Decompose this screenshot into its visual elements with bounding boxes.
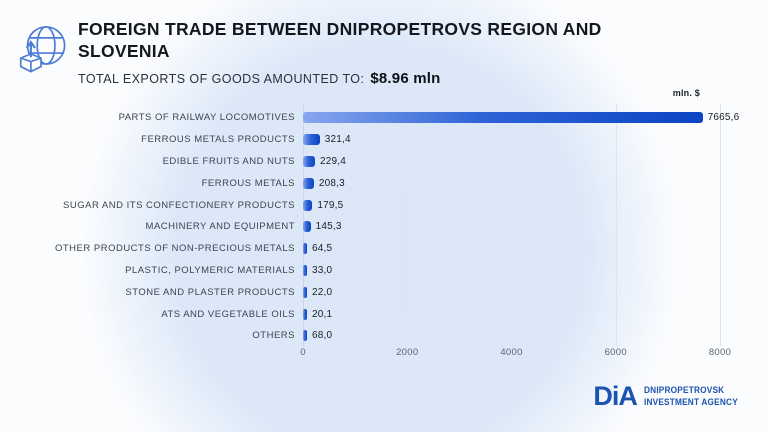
bar bbox=[303, 155, 315, 167]
bar-row: STONE AND PLASTER PRODUCTS 22,0 bbox=[0, 281, 768, 303]
x-axis-ticks: 0 2000 4000 6000 8000 bbox=[300, 347, 731, 361]
bar-value-label: 20,1 bbox=[312, 308, 333, 320]
agency-name-line1: DNIPROPETROVSK bbox=[643, 385, 725, 396]
bar-track: 179,5 bbox=[303, 199, 720, 211]
bar-track: 321,4 bbox=[303, 134, 720, 146]
bar-row: EDIBLE FRUITS AND NUTS 229,4 bbox=[0, 151, 768, 173]
x-tick-label: 8000 bbox=[708, 347, 732, 358]
bar bbox=[303, 134, 320, 146]
category-label: MACHINERY AND EQUIPMENT bbox=[145, 221, 295, 233]
bar-value-label: 22,0 bbox=[312, 286, 333, 298]
bar-value-label: 321,4 bbox=[324, 134, 351, 146]
bar-value-label: 179,5 bbox=[317, 199, 344, 211]
bar bbox=[303, 264, 307, 276]
category-label: OTHER PRODUCTS OF NON-PRECIOUS METALS bbox=[54, 243, 295, 255]
bar-track: 229,4 bbox=[303, 155, 720, 167]
globe-export-icon bbox=[14, 20, 68, 76]
bar-row: FERROUS METALS PRODUCTS 321,4 bbox=[0, 129, 768, 151]
gridline bbox=[720, 104, 721, 346]
bar bbox=[303, 199, 313, 211]
bar-track: 64,5 bbox=[303, 243, 720, 255]
category-label: FERROUS METALS bbox=[201, 177, 295, 189]
bar bbox=[303, 177, 314, 189]
bar-row: OTHERS 68,0 bbox=[0, 325, 768, 347]
bar-row: PARTS OF RAILWAY LOCOMOTIVES 7665,6 bbox=[0, 107, 768, 129]
category-label: SUGAR AND ITS CONFECTIONERY PRODUCTS bbox=[63, 199, 295, 211]
category-label: FERROUS METALS PRODUCTS bbox=[141, 134, 295, 146]
dia-logo: DiA bbox=[593, 381, 637, 411]
bar-row: FERROUS METALS 208,3 bbox=[0, 172, 768, 194]
category-label: PLASTIC, POLYMERIC MATERIALS bbox=[125, 264, 295, 276]
bar-track: 145,3 bbox=[303, 221, 720, 233]
bar-value-label: 229,4 bbox=[319, 155, 346, 167]
bar bbox=[303, 308, 307, 320]
category-label: STONE AND PLASTER PRODUCTS bbox=[125, 286, 295, 298]
bar-row: OTHER PRODUCTS OF NON-PRECIOUS METALS 64,… bbox=[0, 238, 768, 260]
x-tick-label: 6000 bbox=[604, 347, 627, 358]
bar-value-label: 7665,6 bbox=[707, 112, 740, 124]
bar-track: 20,1 bbox=[303, 308, 720, 320]
bar-track: 33,0 bbox=[303, 264, 720, 276]
bar bbox=[303, 286, 307, 298]
agency-name-line2: INVESTMENT AGENCY bbox=[643, 396, 738, 407]
bar bbox=[303, 112, 703, 124]
category-label: PARTS OF RAILWAY LOCOMOTIVES bbox=[118, 112, 295, 124]
x-tick-label: 4000 bbox=[500, 347, 523, 358]
bar-row: MACHINERY AND EQUIPMENT 145,3 bbox=[0, 216, 768, 238]
bar-value-label: 64,5 bbox=[312, 243, 333, 255]
bar bbox=[303, 221, 311, 233]
bar-value-label: 145,3 bbox=[315, 221, 342, 233]
agency-name: DNIPROPETROVSK INVESTMENT AGENCY bbox=[644, 385, 738, 408]
bar-track: 68,0 bbox=[303, 330, 720, 342]
bar-value-label: 33,0 bbox=[312, 264, 333, 276]
bar-track: 7665,6 bbox=[303, 112, 739, 124]
bar-value-label: 208,3 bbox=[318, 177, 345, 189]
bar-row: PLASTIC, POLYMERIC MATERIALS 33,0 bbox=[0, 260, 768, 282]
bar bbox=[303, 330, 307, 342]
axis-unit-label: mln. $ bbox=[672, 88, 700, 98]
bar-track: 22,0 bbox=[303, 286, 720, 298]
category-label: EDIBLE FRUITS AND NUTS bbox=[162, 155, 295, 167]
bar-value-label: 68,0 bbox=[312, 330, 333, 342]
bar bbox=[303, 243, 307, 255]
category-label: ATS AND VEGETABLE OILS bbox=[161, 308, 295, 320]
bar-row: ATS AND VEGETABLE OILS 20,1 bbox=[0, 303, 768, 325]
agency-logo: DiA DNIPROPETROVSK INVESTMENT AGENCY bbox=[593, 383, 746, 410]
x-tick-label: 0 bbox=[300, 347, 306, 358]
bar-row: SUGAR AND ITS CONFECTIONERY PRODUCTS 179,… bbox=[0, 194, 768, 216]
x-tick-label: 2000 bbox=[396, 347, 419, 358]
category-label: OTHERS bbox=[252, 330, 295, 342]
bar-track: 208,3 bbox=[303, 177, 720, 189]
bar-rows: PARTS OF RAILWAY LOCOMOTIVES 7665,6 FERROU… bbox=[0, 107, 768, 347]
